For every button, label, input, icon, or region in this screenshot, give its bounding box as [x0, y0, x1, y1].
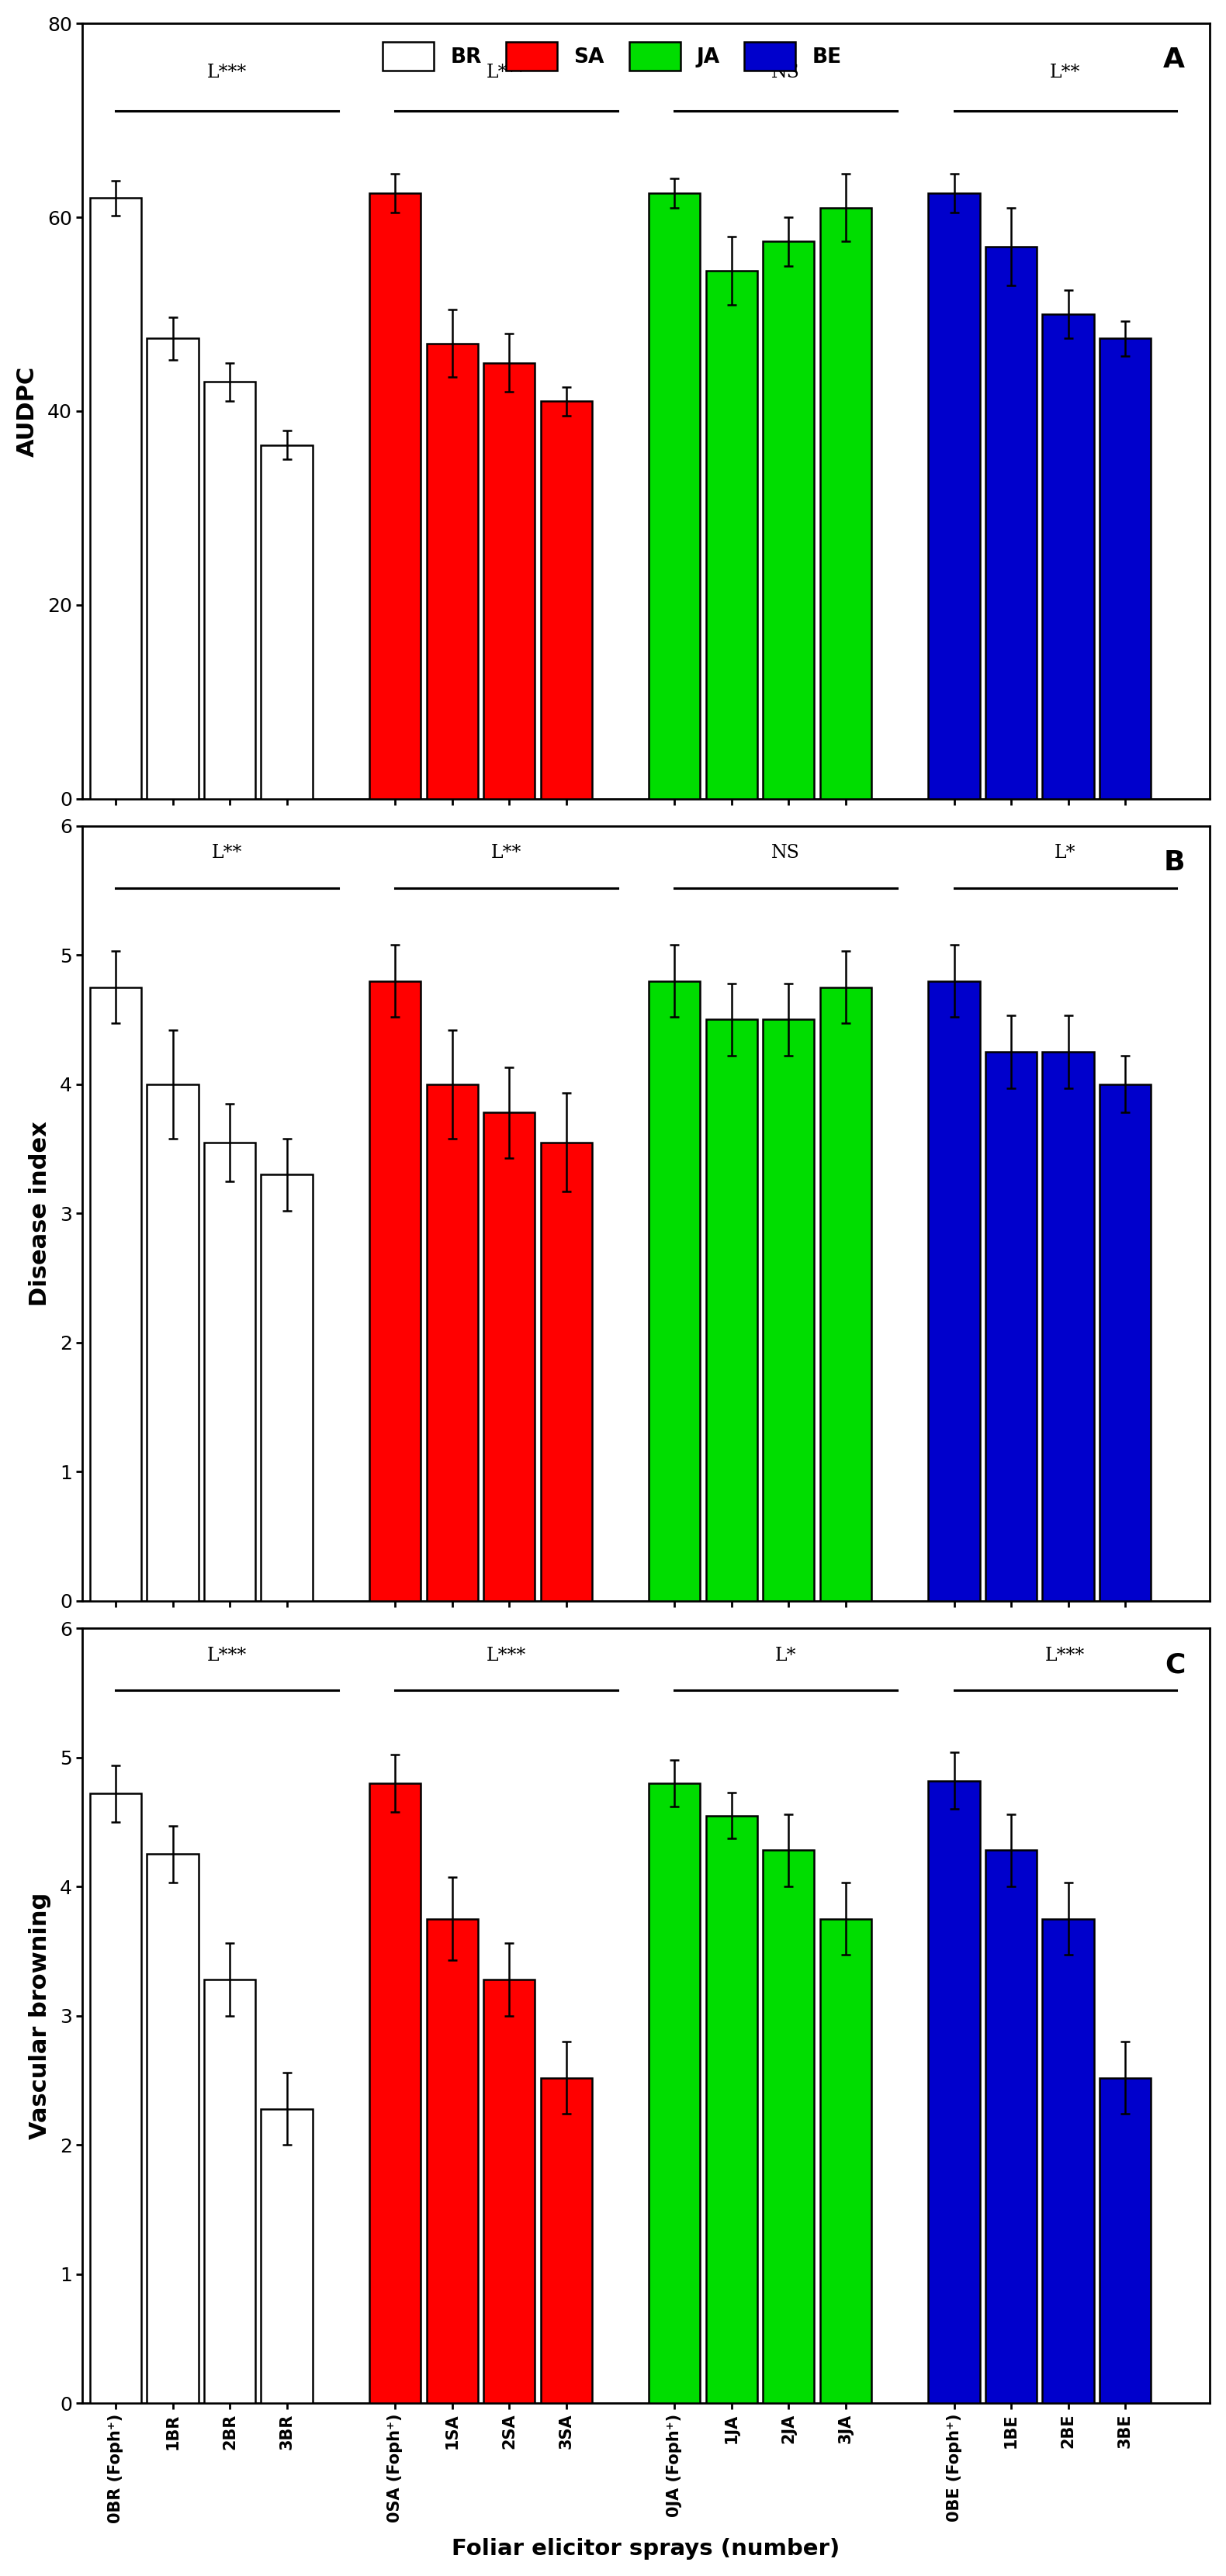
Bar [483, 363, 535, 799]
Text: L**: L** [212, 845, 242, 863]
Bar [427, 343, 478, 799]
Bar [1042, 1919, 1094, 2403]
Bar [820, 987, 872, 1600]
Bar [427, 1084, 478, 1600]
Bar [369, 1783, 421, 2403]
Text: B: B [1163, 850, 1186, 876]
Bar [541, 2079, 592, 2403]
Text: L**: L** [1049, 64, 1080, 82]
Bar [706, 1020, 758, 1600]
Bar [986, 247, 1037, 799]
Text: L**: L** [492, 845, 521, 863]
Text: NS: NS [771, 845, 801, 863]
Bar [1042, 314, 1094, 799]
Bar [649, 1783, 700, 2403]
Bar [369, 193, 421, 799]
Bar [89, 987, 141, 1600]
Text: NS: NS [771, 64, 801, 82]
Text: L***: L*** [207, 1646, 246, 1664]
Bar [928, 1780, 980, 2403]
Bar [763, 1020, 814, 1600]
Text: L***: L*** [1046, 1646, 1085, 1664]
Bar [820, 209, 872, 799]
Bar [147, 1855, 199, 2403]
Bar [483, 1113, 535, 1600]
Text: L***: L*** [487, 64, 526, 82]
Bar [1100, 2079, 1151, 2403]
X-axis label: Foliar elicitor sprays (number): Foliar elicitor sprays (number) [452, 2537, 840, 2561]
Bar [706, 270, 758, 799]
Bar [706, 1816, 758, 2403]
Bar [763, 242, 814, 799]
Bar [147, 337, 199, 799]
Bar [986, 1051, 1037, 1600]
Text: C: C [1165, 1651, 1186, 1677]
Y-axis label: AUDPC: AUDPC [16, 366, 39, 456]
Text: L***: L*** [207, 64, 246, 82]
Y-axis label: Vascular browning: Vascular browning [28, 1893, 51, 2138]
Bar [369, 981, 421, 1600]
Bar [928, 981, 980, 1600]
Legend: BR, SA, JA, BE: BR, SA, JA, BE [375, 33, 850, 80]
Bar [986, 1850, 1037, 2403]
Bar [204, 1978, 255, 2403]
Bar [1100, 337, 1151, 799]
Bar [261, 2110, 313, 2403]
Bar [541, 1141, 592, 1600]
Bar [204, 1141, 255, 1600]
Bar [649, 193, 700, 799]
Text: A: A [1163, 46, 1186, 72]
Bar [820, 1919, 872, 2403]
Bar [928, 193, 980, 799]
Bar [261, 446, 313, 799]
Bar [89, 198, 141, 799]
Bar [763, 1850, 814, 2403]
Bar [1042, 1051, 1094, 1600]
Bar [147, 1084, 199, 1600]
Bar [649, 981, 700, 1600]
Bar [483, 1978, 535, 2403]
Text: L*: L* [775, 1646, 797, 1664]
Y-axis label: Disease index: Disease index [28, 1121, 51, 1306]
Bar [541, 402, 592, 799]
Bar [427, 1919, 478, 2403]
Text: L***: L*** [487, 1646, 526, 1664]
Bar [261, 1175, 313, 1600]
Bar [204, 381, 255, 799]
Bar [89, 1793, 141, 2403]
Text: L*: L* [1054, 845, 1076, 863]
Bar [1100, 1084, 1151, 1600]
